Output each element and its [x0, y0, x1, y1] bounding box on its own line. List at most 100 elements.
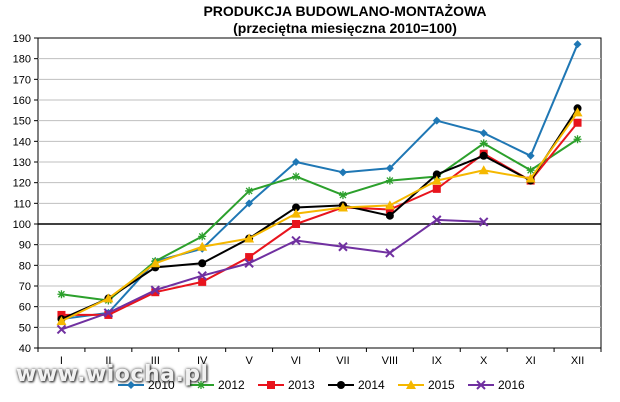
x-tick-label: X: [480, 355, 488, 367]
data-point-2013: [151, 288, 160, 297]
legend-label-2016: 2016: [498, 378, 525, 392]
data-point-2016: [432, 215, 442, 225]
data-point-2015: [197, 241, 208, 251]
x-tick-label: V: [245, 355, 253, 367]
data-point-2016: [291, 235, 301, 246]
data-point-2014: [198, 259, 207, 268]
data-point-2012: [338, 191, 347, 200]
chart-subtitle: (przeciętna miesięczna 2010=100): [233, 20, 457, 36]
legend-label-2013: 2013: [288, 378, 315, 392]
data-point-2015: [572, 107, 583, 117]
y-tick-label: 110: [13, 198, 31, 210]
chart-title: PRODUKCJA BUDOWLANO-MONTAŻOWA: [203, 3, 487, 19]
data-point-2015: [431, 175, 442, 185]
legend-marker-2013: [267, 381, 275, 389]
data-point-2013: [104, 310, 113, 319]
data-point-2015: [150, 258, 161, 268]
data-point-2010: [526, 151, 535, 160]
data-point-2010: [338, 168, 347, 177]
y-tick-label: 80: [19, 260, 31, 272]
data-point-2014: [385, 211, 394, 220]
data-point-2015: [384, 200, 395, 210]
x-tick-label: IV: [197, 355, 208, 367]
y-tick-label: 40: [19, 343, 31, 355]
x-tick-label: IX: [432, 355, 443, 367]
data-point-2010: [479, 129, 488, 138]
y-tick-label: 50: [19, 322, 31, 334]
watermark-text: www.wiocha.pl: [16, 362, 209, 387]
data-point-2015: [478, 165, 489, 175]
data-point-2013: [573, 118, 582, 127]
chart-titles: PRODUKCJA BUDOWLANO-MONTAŻOWA (przeciętn…: [0, 3, 620, 37]
x-tick-label: VII: [336, 355, 349, 367]
data-point-2016: [197, 270, 207, 281]
data-point-2013: [385, 205, 394, 214]
data-point-2014: [432, 170, 441, 179]
data-point-2016: [338, 242, 348, 252]
series-line-2016: [61, 218, 484, 331]
data-point-2013: [57, 310, 66, 319]
data-point-2016: [385, 248, 395, 258]
data-point-2010: [245, 199, 254, 208]
data-point-2012: [385, 176, 394, 185]
x-tick-label: III: [151, 355, 160, 367]
series-line-2014: [61, 107, 579, 320]
y-tick-label: 70: [19, 281, 31, 293]
series-line-2013: [61, 122, 579, 316]
x-tick-label: VI: [291, 355, 301, 367]
legend-marker-2016: [476, 380, 486, 390]
data-point-2016: [56, 324, 67, 335]
legend-label-2012: 2012: [218, 378, 245, 392]
x-tick-label: VIII: [382, 355, 399, 367]
y-tick-label: 60: [19, 302, 31, 314]
data-point-2012: [198, 232, 207, 241]
data-point-2013: [432, 184, 441, 193]
data-point-2012: [526, 166, 535, 175]
y-tick-label: 150: [13, 116, 31, 128]
data-point-2012: [292, 172, 301, 181]
data-point-2010: [292, 158, 301, 166]
legend-marker-2015: [406, 380, 416, 389]
data-point-2015: [525, 173, 536, 183]
data-point-2014: [292, 203, 301, 212]
series-line-2015: [61, 111, 579, 323]
data-point-2016: [244, 258, 254, 268]
x-tick-label: XI: [525, 355, 535, 367]
y-tick-label: 160: [13, 95, 31, 107]
legend-marker-2014: [337, 381, 345, 389]
data-point-2015: [56, 316, 67, 326]
x-tick-label: I: [60, 355, 63, 367]
legend-label-2014: 2014: [358, 378, 385, 392]
plot-area: [37, 37, 602, 349]
legend-label-2015: 2015: [428, 378, 455, 392]
legend-label-2010: 2010: [148, 378, 175, 392]
x-tick-label: II: [105, 355, 111, 367]
data-point-2015: [103, 293, 114, 303]
series-line-2012: [61, 138, 579, 302]
legend-marker-2012: [197, 381, 205, 389]
data-point-2010: [573, 40, 582, 49]
data-point-2013: [245, 253, 254, 262]
data-point-2013: [292, 220, 301, 228]
data-point-2016: [150, 285, 160, 295]
data-point-2010: [385, 164, 394, 173]
data-point-2012: [573, 135, 582, 144]
y-tick-label: 100: [13, 219, 31, 231]
y-tick-label: 130: [13, 157, 31, 169]
y-tick-label: 120: [13, 178, 31, 190]
legend-marker-2010: [127, 381, 135, 389]
y-tick-label: 190: [13, 33, 31, 45]
data-point-2012: [245, 186, 254, 195]
data-point-2015: [244, 233, 255, 243]
data-point-2010: [432, 116, 441, 125]
y-tick-label: 140: [13, 136, 31, 148]
y-tick-label: 90: [19, 240, 31, 252]
data-point-2016: [479, 217, 489, 227]
data-point-2015: [291, 208, 302, 218]
data-point-2015: [337, 202, 348, 212]
data-point-2012: [479, 139, 488, 148]
y-tick-label: 170: [13, 74, 31, 86]
data-point-2016: [103, 308, 114, 318]
data-point-2013: [198, 277, 207, 286]
